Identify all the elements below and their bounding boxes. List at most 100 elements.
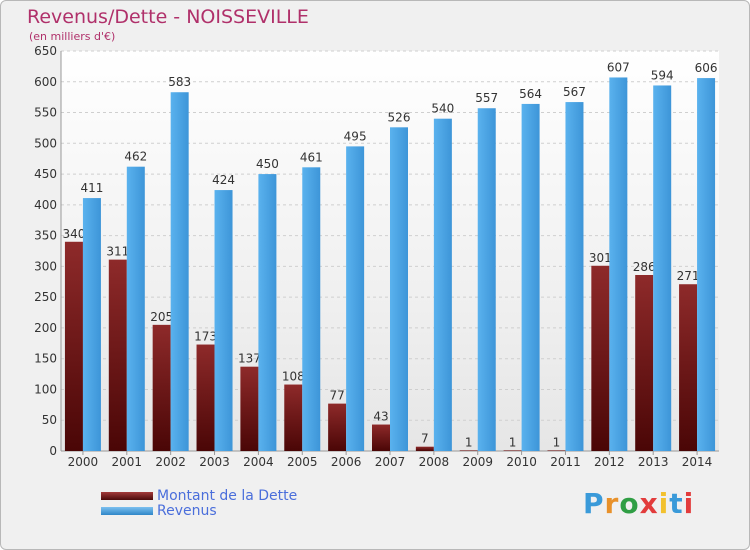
data-label-revenue: 583 (168, 75, 191, 89)
data-label-revenue: 594 (651, 68, 674, 82)
data-label-revenue: 462 (124, 150, 147, 164)
data-label-debt: 77 (329, 389, 344, 403)
logo-letter: P (583, 487, 605, 520)
data-label-debt: 1 (553, 435, 561, 449)
data-label-revenue: 564 (519, 87, 542, 101)
bar-revenue (477, 108, 496, 451)
data-label-revenue: 424 (212, 173, 235, 187)
x-tick-label: 2007 (375, 455, 406, 469)
data-label-revenue: 495 (344, 129, 367, 143)
bar-revenue (565, 102, 584, 452)
data-label-debt: 1 (509, 435, 517, 449)
y-tick-label: 500 (34, 136, 57, 150)
logo-letter: o (619, 487, 640, 520)
data-label-debt: 173 (194, 330, 217, 344)
chart-title: Revenus/Dette - NOISSEVILLE (27, 6, 309, 28)
x-tick-label: 2014 (682, 455, 713, 469)
data-label-debt: 286 (633, 260, 656, 274)
data-label-revenue: 411 (80, 181, 103, 195)
y-tick-label: 0 (49, 444, 57, 458)
data-label-debt: 108 (282, 370, 305, 384)
bar-revenue (697, 78, 716, 452)
bar-debt (196, 344, 215, 451)
x-tick-label: 2004 (243, 455, 274, 469)
bar-revenue (214, 190, 233, 452)
data-label-revenue: 461 (300, 150, 323, 164)
y-tick-label: 350 (34, 229, 57, 243)
bar-debt (679, 284, 698, 451)
y-tick-label: 550 (34, 106, 57, 120)
x-tick-label: 2003 (199, 455, 230, 469)
bar-debt (415, 446, 434, 451)
data-label-revenue: 526 (388, 110, 411, 124)
data-label-debt: 43 (373, 410, 388, 424)
legend-swatch-debt (101, 492, 153, 500)
y-tick-label: 250 (34, 290, 57, 304)
data-label-debt: 137 (238, 352, 261, 366)
x-tick-label: 2001 (112, 455, 143, 469)
bar-revenue (126, 166, 145, 451)
bar-revenue (302, 167, 321, 452)
logo-letter: i (658, 487, 670, 520)
y-tick-label: 650 (34, 44, 57, 58)
bar-revenue (609, 77, 628, 451)
data-label-revenue: 450 (256, 157, 279, 171)
data-label-debt: 340 (62, 227, 85, 241)
legend-label-debt: Montant de la Dette (157, 488, 298, 504)
y-tick-label: 100 (34, 382, 57, 396)
logo-letter: t (669, 487, 684, 520)
x-tick-label: 2002 (155, 455, 186, 469)
x-tick-label: 2013 (638, 455, 669, 469)
y-tick-label: 450 (34, 167, 57, 181)
bar-debt (591, 265, 610, 451)
bar-revenue (170, 92, 189, 451)
x-tick-label: 2005 (287, 455, 318, 469)
logo-letter: x (639, 487, 659, 520)
bar-revenue (258, 174, 277, 452)
y-tick-label: 150 (34, 352, 57, 366)
bar-revenue (433, 118, 452, 451)
data-label-debt: 311 (106, 245, 129, 259)
legend-label-revenue: Revenus (157, 503, 217, 519)
x-tick-label: 2011 (550, 455, 581, 469)
data-label-revenue: 606 (695, 61, 718, 75)
bar-debt (503, 450, 522, 451)
y-tick-label: 50 (42, 413, 57, 427)
y-tick-label: 400 (34, 198, 57, 212)
y-tick-label: 300 (34, 259, 57, 273)
x-tick-label: 2012 (594, 455, 625, 469)
bar-debt (152, 324, 171, 451)
x-tick-label: 2000 (68, 455, 99, 469)
bar-revenue (653, 85, 672, 451)
x-tick-label: 2006 (331, 455, 362, 469)
bar-debt (240, 366, 259, 451)
logo-letter: i (683, 487, 695, 520)
x-tick-label: 2008 (419, 455, 450, 469)
data-label-debt: 205 (150, 310, 173, 324)
logo-letter: r (604, 487, 620, 520)
data-label-debt: 301 (589, 251, 612, 265)
x-tick-label: 2009 (462, 455, 493, 469)
data-label-revenue: 567 (563, 85, 586, 99)
y-tick-label: 200 (34, 321, 57, 335)
bar-debt (284, 384, 303, 451)
legend-swatch-revenue (101, 507, 153, 515)
bar-revenue (346, 146, 365, 451)
x-tick-label: 2010 (506, 455, 537, 469)
bar-debt (635, 275, 654, 451)
bar-revenue (521, 103, 540, 451)
bar-revenue (82, 198, 101, 451)
y-tick-label: 600 (34, 75, 57, 89)
chart-subtitle: (en milliers d'€) (29, 30, 116, 43)
data-label-debt: 7 (421, 432, 429, 446)
bar-debt (547, 450, 566, 451)
bar-debt (328, 403, 347, 451)
data-label-debt: 271 (677, 269, 700, 283)
bar-revenue (390, 127, 408, 452)
proxiti-logo: Proxiti (583, 487, 694, 520)
bar-debt (459, 450, 478, 451)
bar-debt (108, 259, 127, 451)
data-label-revenue: 557 (475, 91, 498, 105)
data-label-debt: 1 (465, 435, 473, 449)
